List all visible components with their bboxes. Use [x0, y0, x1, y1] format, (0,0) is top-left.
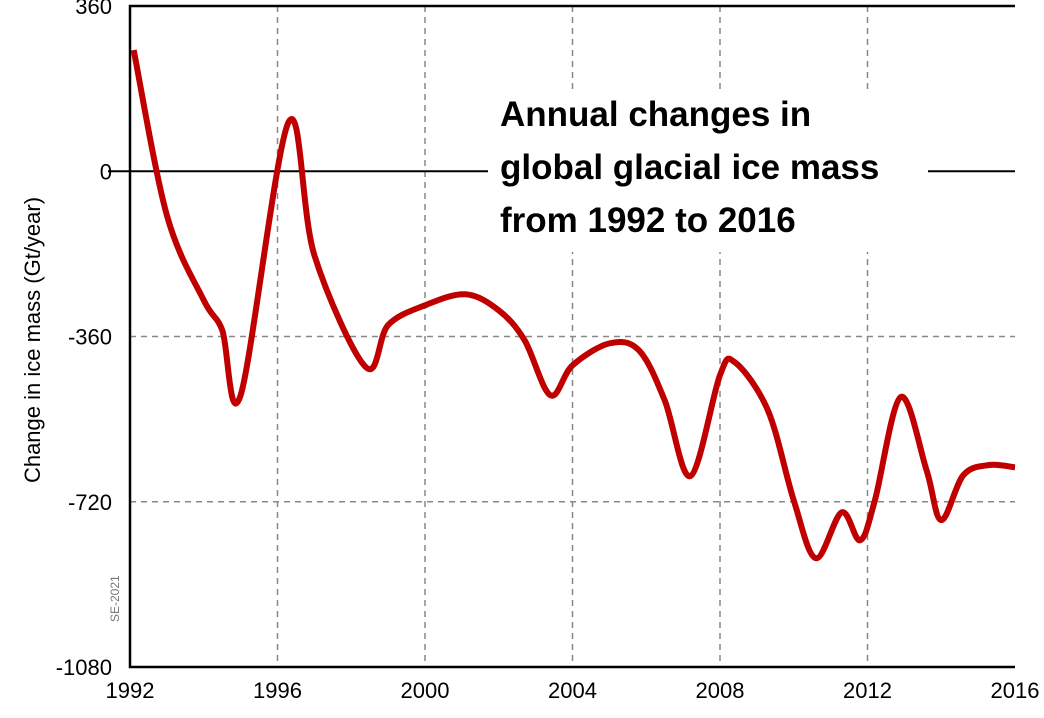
- x-tick-label: 2008: [696, 678, 745, 703]
- ice-mass-line: [130, 49, 1016, 562]
- y-tick-label: -720: [68, 490, 112, 515]
- x-tick-label: 1992: [106, 678, 155, 703]
- chart-title-line-2: global glacial ice mass: [500, 148, 879, 187]
- y-tick-label: -1080: [56, 655, 112, 680]
- title-background: [488, 92, 928, 252]
- chart-title-line-3: from 1992 to 2016: [500, 201, 796, 240]
- y-tick-label: 360: [75, 0, 112, 19]
- x-tick-label: 2004: [548, 678, 597, 703]
- x-tick-label: 2000: [401, 678, 450, 703]
- x-tick-label: 2012: [843, 678, 892, 703]
- watermark: SE-2021: [108, 575, 122, 622]
- y-tick-label: 0: [100, 159, 112, 184]
- series-line: [130, 49, 1016, 562]
- axes: 1992 1996 2000 2004 2008 2012 2016 360 0 -360 -720…: [56, 0, 1040, 703]
- plot-frame: [128, 4, 1015, 669]
- chart-title-line-1: Annual changes in: [500, 95, 811, 134]
- y-tick-label: -360: [68, 325, 112, 350]
- x-tick-label: 1996: [253, 678, 302, 703]
- x-tick-label: 2016: [991, 678, 1040, 703]
- y-axis-label: Change in ice mass (Gt/year): [20, 197, 45, 483]
